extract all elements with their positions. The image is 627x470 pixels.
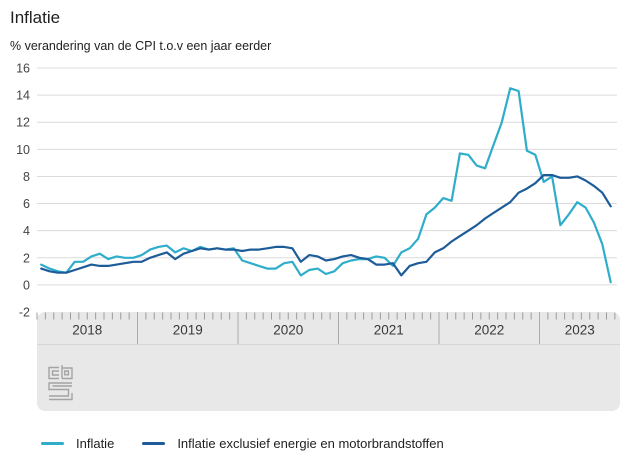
y-axis-tick-label: 2 (23, 251, 30, 265)
series-line-inflatie[interactable] (40, 87, 612, 284)
x-axis-year-label: 2019 (173, 323, 203, 338)
x-axis-year-label: 2022 (474, 323, 504, 338)
chart-legend: Inflatie Inflatie exclusief energie en m… (41, 436, 444, 451)
x-axis-panel (37, 312, 620, 411)
x-axis-year-label: 2021 (374, 323, 404, 338)
series-line-inflatie-exclusief[interactable] (40, 174, 612, 277)
y-axis-tick-label: 6 (23, 197, 30, 211)
y-axis-tick-label: 14 (16, 89, 30, 103)
x-axis-year-label: 2020 (273, 323, 303, 338)
legend-label: Inflatie (76, 436, 115, 451)
y-axis-tick-label: 4 (23, 224, 30, 238)
y-axis-tick-label: 10 (16, 143, 30, 157)
y-axis-tick-label: -2 (19, 306, 30, 320)
y-axis-tick-label: 8 (23, 170, 30, 184)
y-axis-tick-label: 16 (16, 62, 30, 76)
x-axis-year-label: 2023 (565, 323, 595, 338)
cbs-logo (48, 365, 73, 401)
legend-label: Inflatie exclusief energie en motorbrand… (177, 436, 444, 451)
inflatie-exclusief-line-swatch-icon (142, 442, 166, 445)
inflatie-line-swatch-icon (41, 442, 64, 445)
page-title: Inflatie (10, 8, 61, 27)
y-axis-tick-label: 12 (16, 116, 30, 130)
line-chart-canvas[interactable]: 16 14 12 10 8 6 4 2 0 -2 2018 2019 2020 2021 2022 2023 (0, 0, 627, 420)
legend-item-inflatie-exclusief[interactable]: Inflatie exclusief energie en motorbrand… (142, 436, 444, 451)
x-axis-year-label: 2018 (72, 323, 102, 338)
legend-item-inflatie[interactable]: Inflatie (41, 436, 114, 451)
y-axis-tick-label: 0 (23, 278, 30, 292)
chart-subtitle: % verandering van de CPI t.o.v een jaar … (10, 39, 272, 53)
